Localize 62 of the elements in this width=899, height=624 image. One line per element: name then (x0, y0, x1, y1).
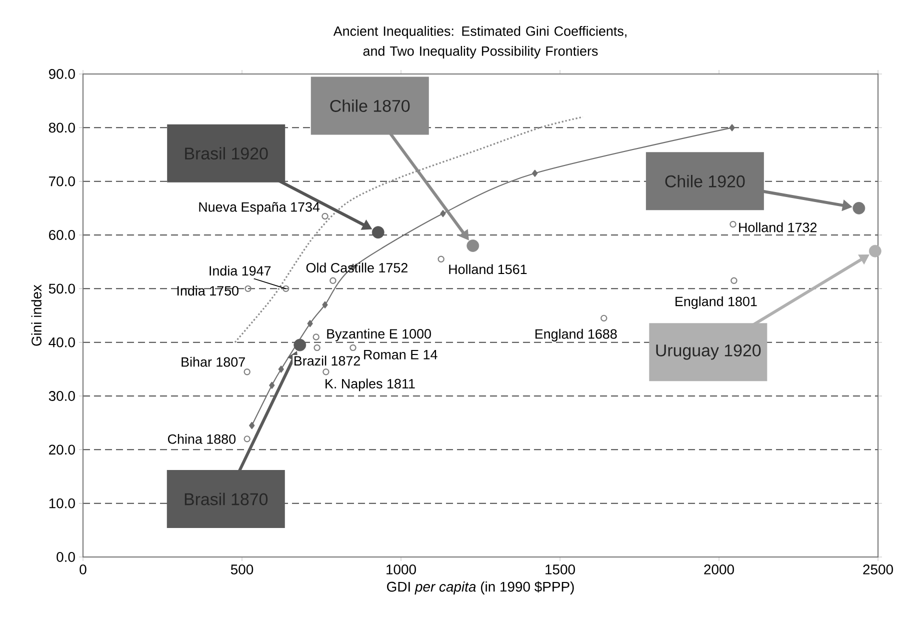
point (322, 301, 328, 308)
point (466, 240, 480, 252)
annotation: Nueva España 1734 (199, 202, 320, 214)
x-tick-label: 0 (80, 564, 86, 574)
point (330, 277, 336, 284)
x-tick-label: 1000 (386, 564, 416, 574)
x-tick-label: 500 (230, 564, 254, 574)
y-tick-label: 70.0 (49, 176, 75, 186)
y-tick-label: 30.0 (48, 391, 75, 401)
point (244, 368, 250, 376)
annotation: Chile 1870 (330, 100, 410, 112)
annotation: Byzantine E 1000 (327, 328, 431, 342)
y-axis-title: Gini index (31, 284, 42, 346)
annotation: Chile 1920 (665, 174, 745, 188)
annotation: England 1801 (676, 296, 757, 309)
y-tick-label: 60.0 (49, 230, 75, 240)
annotation: Holland 1561 (449, 264, 527, 274)
point (350, 344, 356, 352)
annotation: China 1880 (168, 434, 236, 444)
annotation: England 1688 (535, 328, 617, 342)
annotation: India 1750 (177, 286, 238, 296)
y-tick-label: 80.0 (48, 122, 75, 133)
point (269, 382, 275, 389)
point (868, 244, 882, 258)
point (249, 422, 255, 430)
point (729, 124, 735, 132)
point (322, 212, 328, 220)
y-tick-label: 50.0 (48, 284, 75, 294)
annotation: Roman E 14 (364, 350, 438, 360)
x-tick-label: 2500 (863, 564, 893, 574)
point (730, 277, 738, 284)
point (294, 338, 306, 352)
annotation: Bihar 1807 (182, 356, 245, 367)
point (440, 210, 446, 218)
point (244, 436, 250, 442)
point (282, 285, 290, 292)
point (307, 320, 313, 328)
x-tick-label: 2000 (704, 564, 734, 574)
point (730, 220, 736, 228)
chart-title: Ancient Inequalities: Estimated Gini Coefficients, and Two Inequality Possibility Frontiers (333, 26, 626, 59)
point (244, 285, 252, 292)
point (600, 314, 608, 322)
annotation: India 1947 (210, 266, 271, 276)
y-tick-label: 20.0 (49, 444, 75, 455)
point (438, 256, 444, 263)
point (314, 344, 320, 352)
annotation: Uruguay 1920 (656, 344, 761, 360)
point (372, 226, 384, 239)
y-tick-label: 0.0 (56, 552, 75, 562)
y-tick-label: 90.0 (48, 69, 75, 79)
y-tick-label: 40.0 (48, 337, 75, 348)
point (312, 334, 320, 340)
point (852, 202, 866, 214)
x-tick-label: 1500 (546, 564, 575, 574)
annotation: Holland 1732 (739, 222, 817, 232)
point (278, 366, 284, 373)
x-axis-title: GDI per capita (in 1990 $PPP) (387, 581, 574, 594)
annotation: Brazil 1872 (294, 356, 360, 366)
annotation: K. Naples 1811 (326, 378, 415, 392)
point (322, 368, 330, 376)
point (532, 170, 538, 177)
y-tick-label: 10.0 (49, 498, 75, 508)
